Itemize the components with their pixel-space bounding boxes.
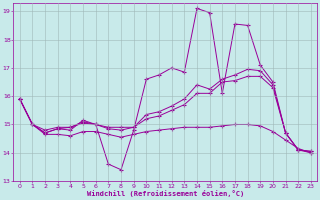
X-axis label: Windchill (Refroidissement éolien,°C): Windchill (Refroidissement éolien,°C) bbox=[87, 190, 244, 197]
